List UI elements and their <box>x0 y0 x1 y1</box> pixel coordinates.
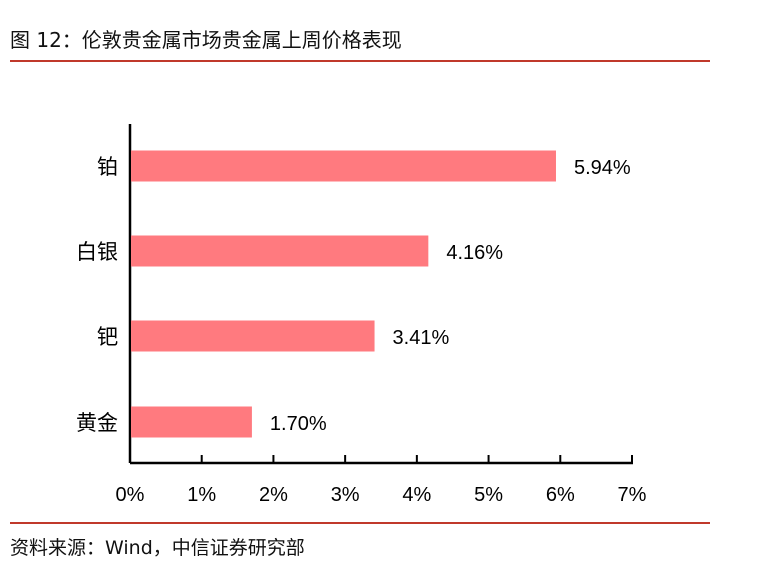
x-tick-label: 6% <box>546 484 575 506</box>
x-tick-label: 3% <box>331 484 360 506</box>
value-label: 5.94% <box>574 157 631 179</box>
category-label: 钯 <box>97 325 118 349</box>
value-label: 4.16% <box>446 242 503 264</box>
x-tick-label: 2% <box>259 484 288 506</box>
x-tick-label: 1% <box>187 484 216 506</box>
value-label: 1.70% <box>270 413 327 435</box>
x-tick-label: 7% <box>618 484 647 506</box>
category-label: 黄金 <box>76 411 118 435</box>
x-tick-label: 4% <box>402 484 431 506</box>
source-note: 资料来源：Wind，中信证券研究部 <box>10 537 305 559</box>
x-tick-label: 5% <box>474 484 503 506</box>
x-tick-label: 0% <box>116 484 145 506</box>
bar <box>131 320 375 352</box>
category-label: 铂 <box>97 155 118 179</box>
value-label: 3.41% <box>393 327 450 349</box>
bar <box>131 406 252 438</box>
bar <box>131 150 556 182</box>
bottom-divider <box>10 522 710 524</box>
top-divider <box>10 60 710 62</box>
category-label: 白银 <box>76 240 118 264</box>
bar <box>131 235 429 267</box>
chart-title: 图 12：伦敦贵金属市场贵金属上周价格表现 <box>10 28 402 52</box>
